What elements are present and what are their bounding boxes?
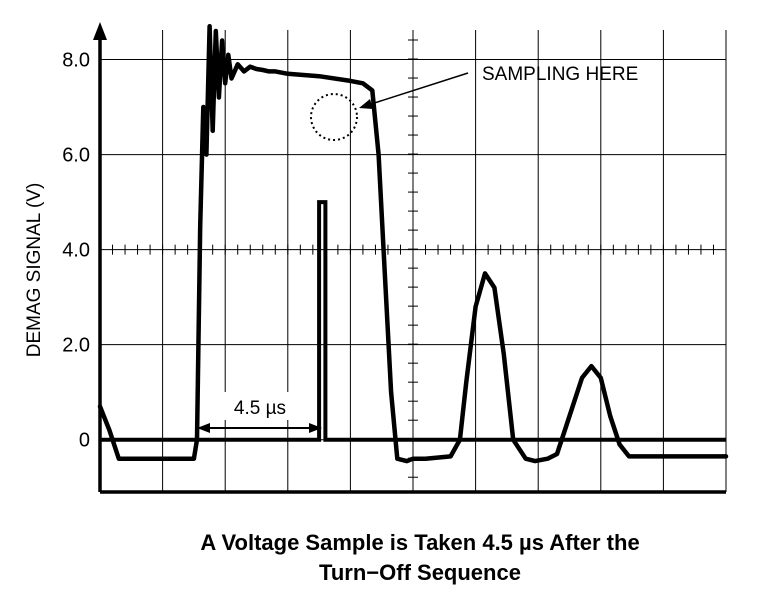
caption-line-1: A Voltage Sample is Taken 4.5 µs After t…: [200, 530, 640, 555]
delay-arrowhead-right: [309, 423, 322, 433]
sampling-arrow: [364, 72, 469, 107]
y-axis-label: DEMAG SIGNAL (V): [24, 183, 45, 358]
y-tick-label: 0: [79, 430, 90, 452]
sample-pulse-trace: [100, 200, 726, 442]
sampling-arrowhead: [359, 99, 373, 109]
caption-line-2: Turn−Off Sequence: [319, 560, 521, 585]
sampling-label: SAMPLING HERE: [482, 64, 638, 85]
y-axis-arrow: [93, 22, 107, 40]
y-tick-labels: 8.0 6.0 4.0 2.0 0: [62, 50, 90, 452]
delay-arrowhead-left: [197, 423, 210, 433]
y-tick-label: 2.0: [62, 335, 90, 357]
sampling-circle: [310, 93, 358, 141]
grid: [100, 30, 727, 492]
delay-label: 4.5 µs: [234, 398, 286, 419]
axis-frame: [98, 40, 726, 494]
y-tick-label: 4.0: [62, 240, 90, 262]
center-minor-ticks: [99, 39, 727, 478]
y-tick-label: 8.0: [62, 50, 90, 72]
demag-signal-trace: [97, 24, 729, 464]
delay-label-bg: [218, 392, 302, 420]
y-tick-label: 6.0: [62, 145, 90, 167]
